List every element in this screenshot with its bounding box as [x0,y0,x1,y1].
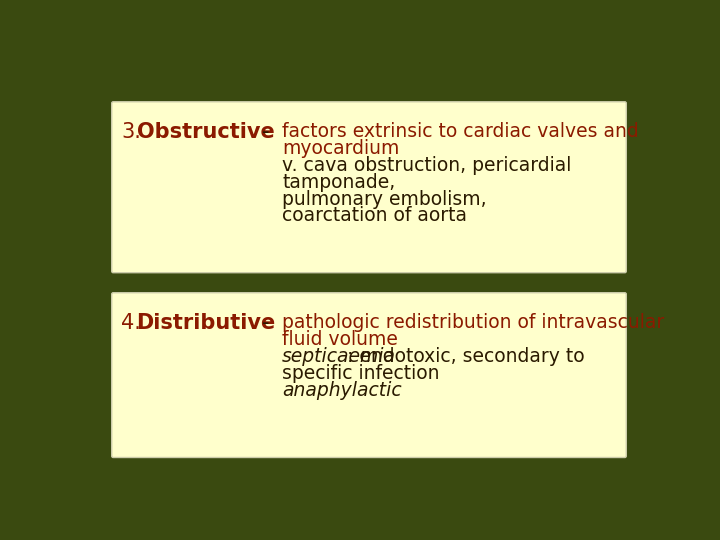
Text: : endotoxic, secondary to: : endotoxic, secondary to [346,347,584,366]
Text: anaphylactic: anaphylactic [282,381,402,400]
Text: 4.: 4. [121,313,141,333]
Text: -: - [262,313,269,333]
Text: factors extrinsic to cardiac valves and: factors extrinsic to cardiac valves and [282,122,639,141]
Text: septicaemia: septicaemia [282,347,396,366]
Text: pulmonary embolism,: pulmonary embolism, [282,190,487,208]
Text: specific infection: specific infection [282,363,440,382]
Text: pathologic redistribution of intravascular: pathologic redistribution of intravascul… [282,313,665,332]
Text: coarctation of aorta: coarctation of aorta [282,206,467,226]
FancyBboxPatch shape [112,293,626,457]
Text: tamponade,: tamponade, [282,173,395,192]
Text: 3.: 3. [121,122,141,142]
Text: v. cava obstruction, pericardial: v. cava obstruction, pericardial [282,156,572,174]
FancyBboxPatch shape [112,102,626,273]
Text: fluid volume: fluid volume [282,330,398,349]
Text: Obstructive: Obstructive [137,122,274,142]
Text: Distributive: Distributive [137,313,276,333]
Text: myocardium: myocardium [282,139,400,158]
Text: -: - [262,122,269,142]
